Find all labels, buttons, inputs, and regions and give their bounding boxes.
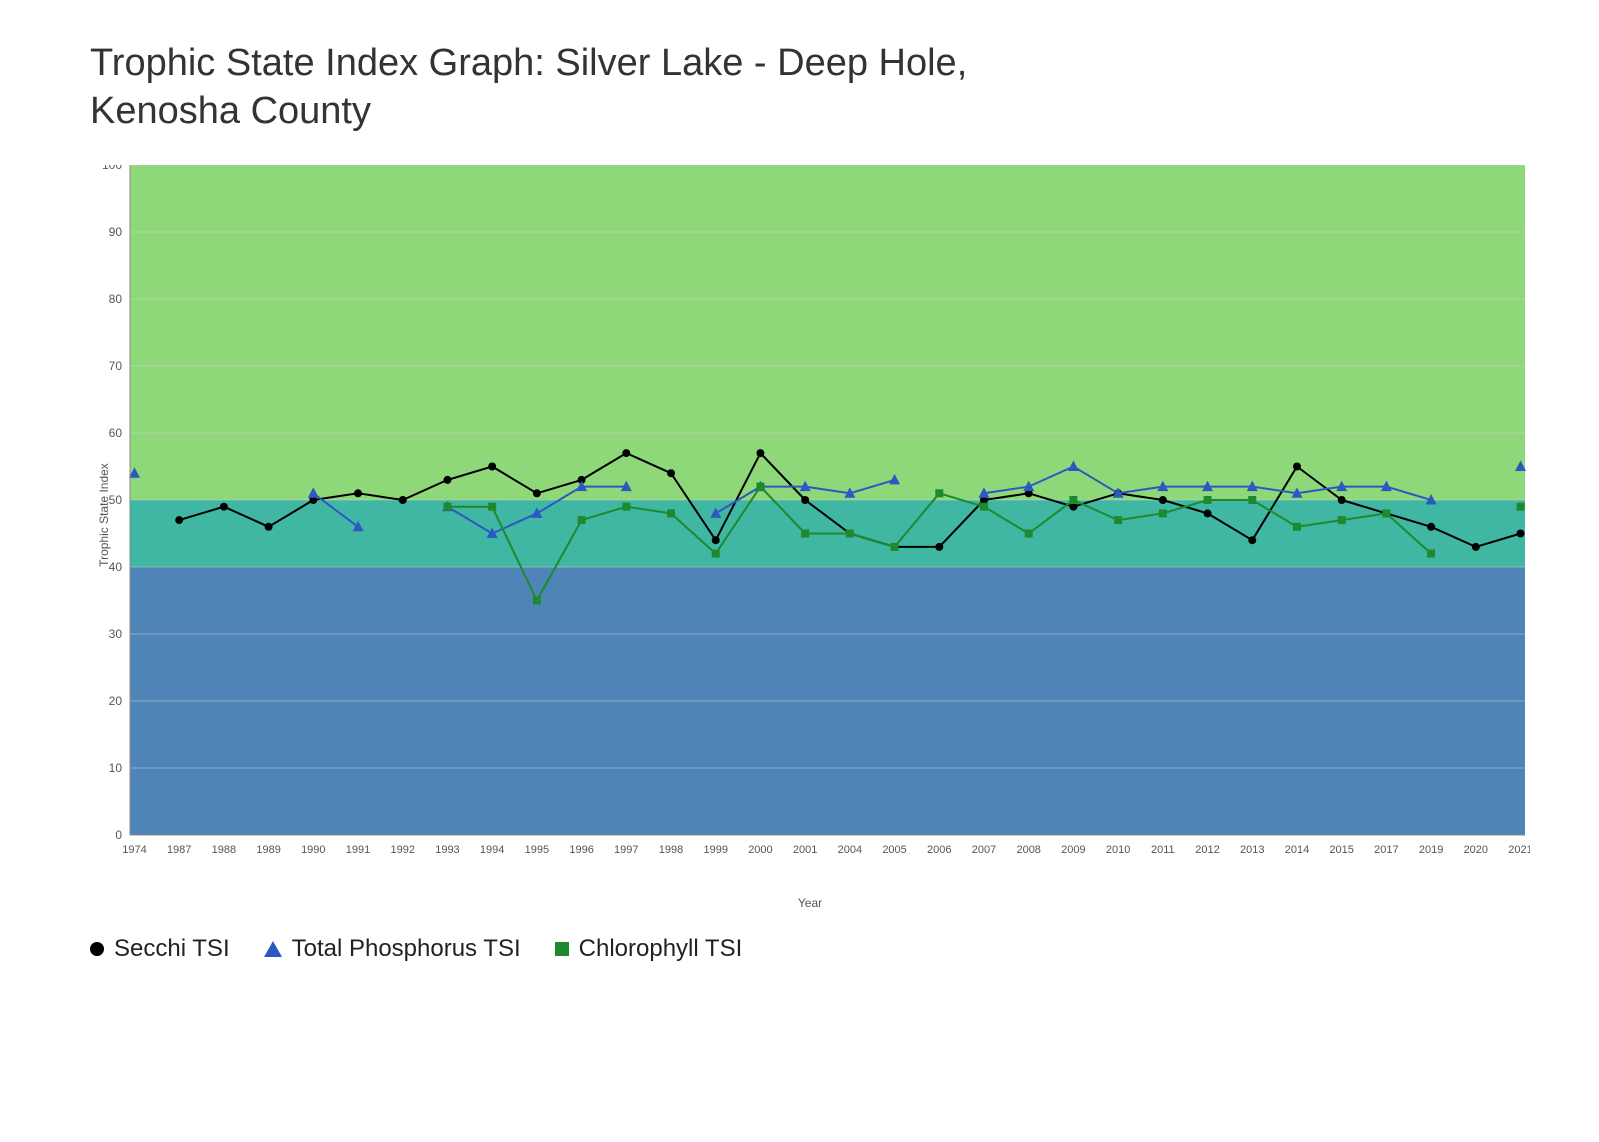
svg-text:2017: 2017 bbox=[1374, 844, 1398, 856]
svg-text:1987: 1987 bbox=[167, 844, 191, 856]
svg-text:10: 10 bbox=[109, 761, 123, 775]
svg-text:1994: 1994 bbox=[480, 844, 504, 856]
svg-text:1991: 1991 bbox=[346, 844, 370, 856]
svg-text:1988: 1988 bbox=[212, 844, 236, 856]
svg-text:1974: 1974 bbox=[122, 844, 146, 856]
svg-text:2019: 2019 bbox=[1419, 844, 1443, 856]
square-icon bbox=[555, 942, 569, 956]
svg-text:1992: 1992 bbox=[390, 844, 414, 856]
svg-text:2001: 2001 bbox=[793, 844, 817, 856]
svg-text:2005: 2005 bbox=[882, 844, 906, 856]
tsi-chart: 0102030405060708090100197419871988198919… bbox=[90, 165, 1530, 865]
svg-text:30: 30 bbox=[109, 627, 123, 641]
svg-text:2020: 2020 bbox=[1464, 844, 1488, 856]
svg-text:2012: 2012 bbox=[1195, 844, 1219, 856]
svg-text:2014: 2014 bbox=[1285, 844, 1309, 856]
svg-text:1989: 1989 bbox=[256, 844, 280, 856]
svg-text:20: 20 bbox=[109, 694, 123, 708]
svg-text:2006: 2006 bbox=[927, 844, 951, 856]
svg-text:2015: 2015 bbox=[1329, 844, 1353, 856]
svg-text:2013: 2013 bbox=[1240, 844, 1264, 856]
legend-item-secchi: Secchi TSI bbox=[90, 935, 230, 963]
legend-item-phosphorus: Total Phosphorus TSI bbox=[264, 935, 521, 963]
svg-text:100: 100 bbox=[102, 165, 122, 172]
page: Trophic State Index Graph: Silver Lake -… bbox=[0, 0, 1599, 1142]
legend-label: Secchi TSI bbox=[114, 935, 230, 963]
svg-text:1993: 1993 bbox=[435, 844, 459, 856]
x-axis-label: Year bbox=[798, 896, 822, 910]
svg-text:2007: 2007 bbox=[972, 844, 996, 856]
svg-text:80: 80 bbox=[109, 292, 123, 306]
legend-label: Total Phosphorus TSI bbox=[292, 935, 521, 963]
svg-text:60: 60 bbox=[109, 426, 123, 440]
svg-text:2004: 2004 bbox=[838, 844, 862, 856]
svg-text:2010: 2010 bbox=[1106, 844, 1130, 856]
svg-text:1997: 1997 bbox=[614, 844, 638, 856]
svg-text:1996: 1996 bbox=[569, 844, 593, 856]
legend-label: Chlorophyll TSI bbox=[579, 935, 743, 963]
svg-text:2008: 2008 bbox=[1016, 844, 1040, 856]
svg-text:70: 70 bbox=[109, 359, 123, 373]
y-axis-label: Trophic State Index bbox=[97, 463, 111, 567]
chart-container: Trophic State Index 01020304050607080901… bbox=[90, 165, 1530, 865]
svg-text:2009: 2009 bbox=[1061, 844, 1085, 856]
circle-icon bbox=[90, 942, 104, 956]
svg-text:1995: 1995 bbox=[525, 844, 549, 856]
svg-text:1999: 1999 bbox=[703, 844, 727, 856]
svg-text:2011: 2011 bbox=[1151, 844, 1175, 856]
chart-title: Trophic State Index Graph: Silver Lake -… bbox=[90, 40, 1090, 135]
svg-text:2000: 2000 bbox=[748, 844, 772, 856]
svg-text:1990: 1990 bbox=[301, 844, 325, 856]
triangle-icon bbox=[264, 941, 282, 957]
legend-item-chlorophyll: Chlorophyll TSI bbox=[555, 935, 743, 963]
svg-text:0: 0 bbox=[115, 828, 122, 842]
svg-text:90: 90 bbox=[109, 225, 123, 239]
svg-text:1998: 1998 bbox=[659, 844, 683, 856]
svg-text:2021: 2021 bbox=[1508, 844, 1530, 856]
legend: Secchi TSI Total Phosphorus TSI Chloroph… bbox=[90, 935, 1539, 963]
